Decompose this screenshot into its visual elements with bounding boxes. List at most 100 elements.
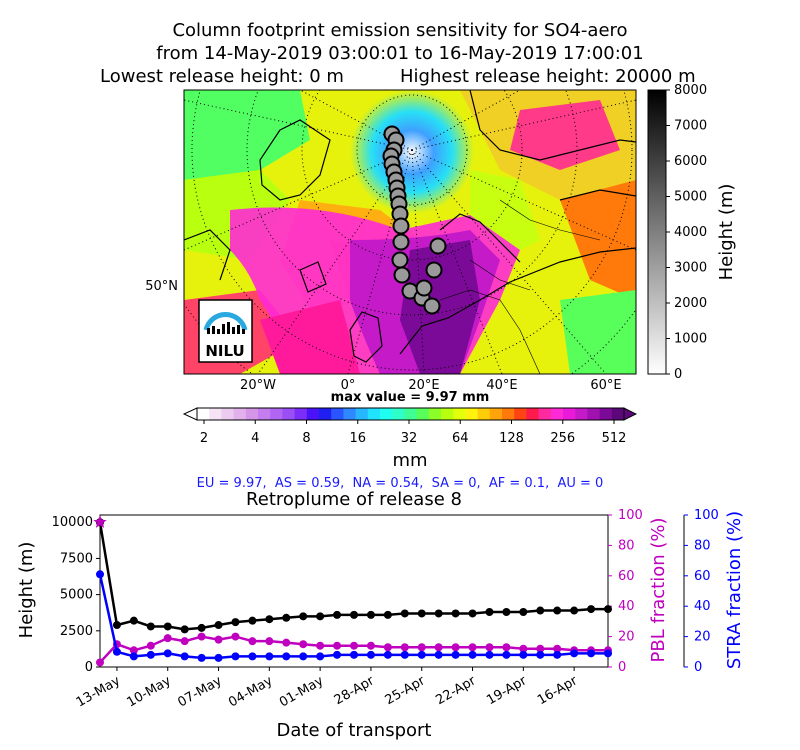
- height-series-point: [112, 621, 121, 630]
- stra-fraction-series-point: [570, 649, 579, 658]
- stra-fraction-series-point: [604, 649, 612, 658]
- pbl-fraction-series-point: [485, 643, 494, 652]
- longitude-tick-label: 20°E: [408, 378, 439, 393]
- stra-fraction-series-point: [282, 652, 291, 661]
- release-marker: [423, 297, 441, 315]
- height-colorbar-tick-label: 2000: [674, 296, 707, 311]
- emission-colorbar-swatch: [380, 408, 393, 420]
- height-series-point: [604, 605, 612, 614]
- height-series-point: [129, 616, 138, 625]
- stra-fraction-series-point: [96, 570, 104, 579]
- emission-colorbar-swatch: [221, 408, 235, 420]
- stra-fraction-series-point: [553, 650, 562, 659]
- emission-colorbar: [182, 407, 638, 421]
- pbl-fraction-series-point: [197, 632, 206, 641]
- stra-fraction-series-point: [366, 650, 375, 659]
- stra-fraction-series-point: [214, 653, 223, 662]
- pbl-fraction-series-point: [468, 643, 477, 652]
- release-marker: [425, 261, 443, 279]
- emission-colorbar-swatch: [575, 408, 588, 420]
- emission-colorbar-swatch: [355, 408, 369, 420]
- pbl-fraction-series-point: [265, 637, 274, 646]
- pbl-fraction-series-point: [451, 643, 460, 652]
- x-axis-tick-label: 19-Apr: [484, 673, 530, 708]
- stra-fraction-series-point: [587, 649, 596, 658]
- pbl-fraction-series-point: [434, 643, 443, 652]
- release-marker: [393, 266, 411, 284]
- nilu-logo: NILU: [198, 299, 253, 363]
- chart-title-line-1: Column footprint emission sensitivity fo…: [172, 20, 628, 41]
- emission-colorbar-swatch: [465, 408, 479, 420]
- release-marker: [392, 217, 410, 235]
- emission-colorbar-tick-label: 128: [499, 431, 524, 446]
- latitude-label: 50°N: [145, 279, 178, 294]
- pbl-fraction-series-point: [282, 638, 291, 647]
- height-colorbar-tick-label: 5000: [674, 190, 707, 205]
- x-axis-label: Date of transport: [277, 720, 432, 741]
- pbl-fraction-series-point: [417, 643, 426, 652]
- longitude-tick-label: 0°: [341, 378, 356, 393]
- borders: [439, 199, 601, 374]
- height-series-point: [180, 625, 189, 634]
- emission-colorbar-tick-label: 64: [452, 431, 469, 446]
- x-axis-tick-label: 25-Apr: [383, 673, 429, 708]
- longitude-tick-label: 20°W: [240, 378, 276, 393]
- stra-fraction-series-point: [316, 652, 325, 661]
- pbl-fraction-series-point: [553, 644, 562, 653]
- pbl-fraction-series-point: [96, 658, 104, 667]
- height-series-point: [485, 607, 494, 616]
- emission-colorbar-tick-label: 512: [602, 431, 627, 446]
- stra-fraction-series-point: [485, 650, 494, 659]
- emission-colorbar-swatch: [233, 408, 247, 420]
- x-axis-tick-label: 07-May: [175, 673, 224, 710]
- emission-colorbar-swatch: [599, 408, 613, 420]
- emission-colorbar-swatch: [331, 408, 344, 420]
- emission-colorbar-swatch: [343, 408, 357, 420]
- emission-colorbar-tick-label: 2: [200, 431, 208, 446]
- retroplume-title: Retroplume of release 8: [246, 489, 462, 510]
- height-colorbar-tick-label: 3000: [674, 261, 707, 276]
- pbl-fraction-series-point: [350, 641, 358, 650]
- pbl-fraction-series-point: [180, 637, 189, 646]
- emission-colorbar-swatch: [502, 408, 515, 420]
- stra-fraction-series-point: [248, 652, 257, 661]
- release-marker: [415, 279, 433, 297]
- emission-colorbar-swatch: [392, 408, 405, 420]
- pbl-fraction-series-point: [248, 637, 257, 646]
- y2-axis-tick-label: 60: [618, 569, 635, 584]
- emission-colorbar-swatch: [477, 408, 491, 420]
- pbl-fraction-series-point: [231, 632, 240, 641]
- x-axis-tick-label: 13-May: [74, 673, 123, 710]
- height-colorbar-tick-label: 4000: [674, 225, 707, 240]
- highest-release-height: Highest release height: 20000 m: [400, 66, 696, 87]
- stra-fraction-series-point: [163, 649, 172, 658]
- emission-colorbar-tick-label: 256: [550, 431, 575, 446]
- longitude-tick-label: 60°E: [590, 378, 621, 393]
- height-series-point: [197, 623, 206, 632]
- release-marker: [429, 237, 447, 255]
- stra-fraction-series-point: [299, 652, 308, 661]
- emission-colorbar-swatch: [611, 408, 625, 420]
- emission-colorbar-swatch: [563, 408, 576, 420]
- emission-colorbar-min-extend: [182, 407, 198, 421]
- height-series-point: [366, 610, 375, 619]
- stra-fraction-series-point: [502, 650, 511, 659]
- emission-colorbar-max-extend: [623, 407, 638, 421]
- emission-colorbar-swatch: [526, 408, 540, 420]
- y-axis-tick-label: 10000: [52, 515, 93, 530]
- y2-axis-label: PBL fraction (%): [648, 518, 669, 663]
- emission-colorbar-swatch: [245, 408, 259, 420]
- release-trajectory: [382, 125, 447, 315]
- height-series-point: [316, 612, 325, 621]
- emission-colorbar-swatch: [587, 408, 601, 420]
- y3-axis-tick-label: 100: [694, 508, 719, 523]
- emission-colorbar-label: mm: [392, 450, 427, 471]
- height-series-point: [265, 615, 274, 624]
- emission-colorbar-swatch: [514, 408, 527, 420]
- plot-frame: [99, 514, 609, 668]
- stra-fraction-series-point: [112, 647, 121, 656]
- height-series-point: [417, 609, 426, 618]
- pbl-fraction-series-point: [316, 641, 325, 650]
- emission-colorbar-swatch: [209, 408, 222, 420]
- y3-axis-tick-label: 0: [694, 660, 702, 675]
